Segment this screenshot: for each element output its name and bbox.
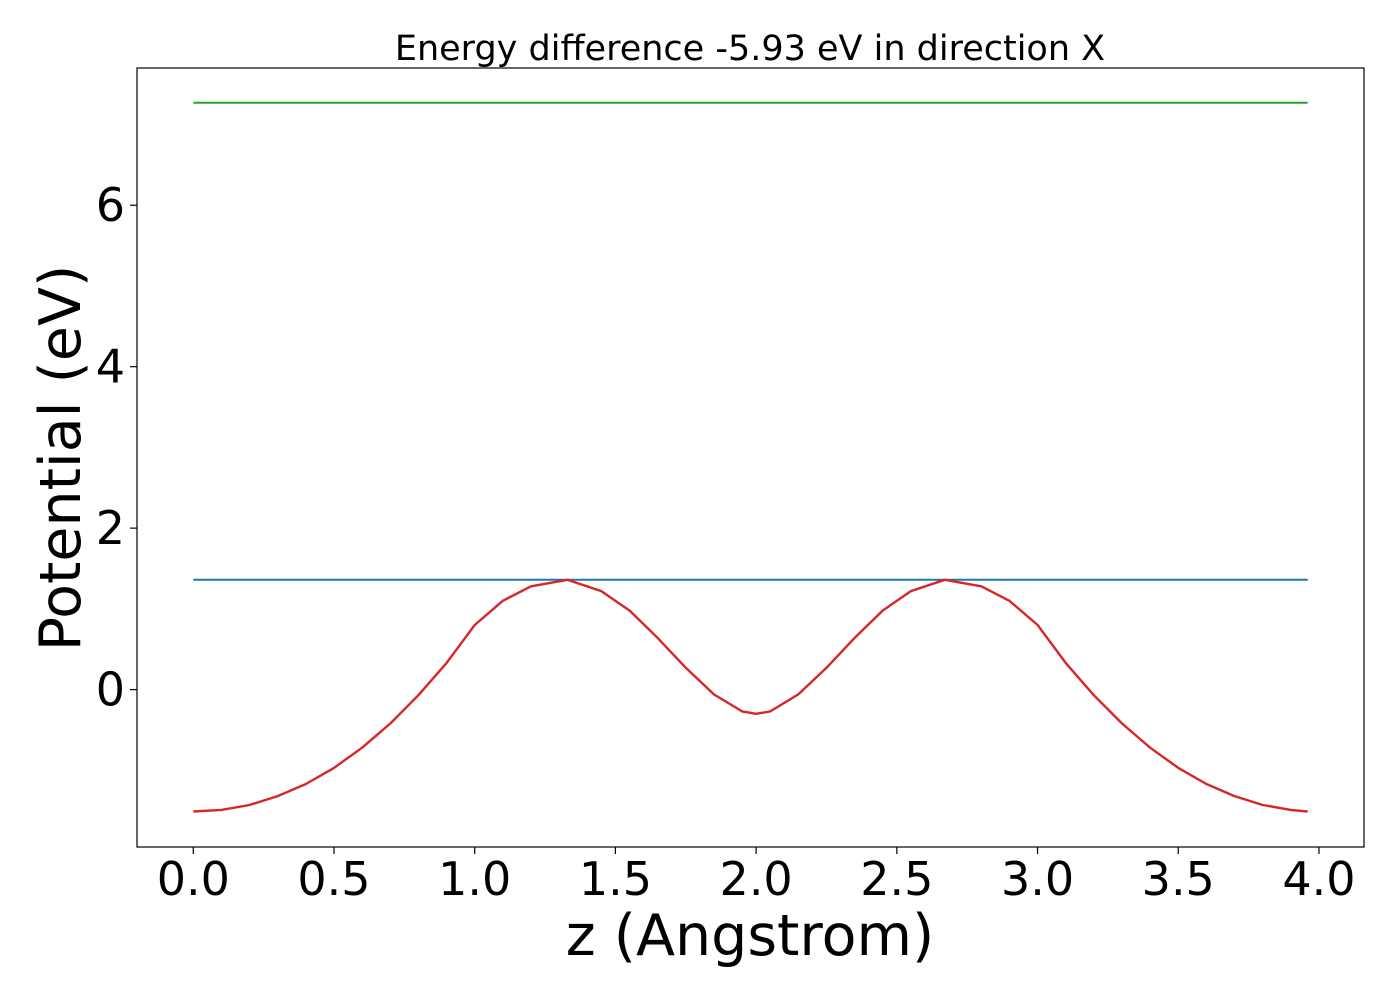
x-tick-label: 3.5 (1142, 852, 1215, 906)
x-axis: 0.0 0.5 1.0 1.5 2.0 2.5 3.0 3.5 4.0 (157, 847, 1356, 906)
x-tick-label: 1.5 (579, 852, 652, 906)
x-tick-label: 0.5 (297, 852, 370, 906)
x-tick-label: 1.0 (438, 852, 511, 906)
series-line-3 (193, 578, 1308, 813)
x-tick-label: 2.5 (860, 852, 933, 906)
x-tick-label: 0.0 (157, 852, 230, 906)
series-layer (193, 101, 1308, 813)
plot-frame (136, 67, 1365, 848)
y-tick-label: 0 (96, 663, 125, 717)
x-tick-label: 4.0 (1282, 852, 1355, 906)
y-tick-label: 6 (96, 178, 125, 232)
y-axis: 0 2 4 6 (96, 178, 137, 717)
x-tick-label: 3.0 (1001, 852, 1074, 906)
y-axis-label: Potential (eV) (28, 265, 94, 651)
y-tick-label: 2 (96, 501, 125, 555)
x-tick-label: 2.0 (720, 852, 793, 906)
chart-title: Energy difference -5.93 eV in direction … (395, 29, 1105, 69)
x-axis-label: z (Angstrom) (566, 903, 934, 969)
y-tick-label: 4 (96, 340, 125, 394)
